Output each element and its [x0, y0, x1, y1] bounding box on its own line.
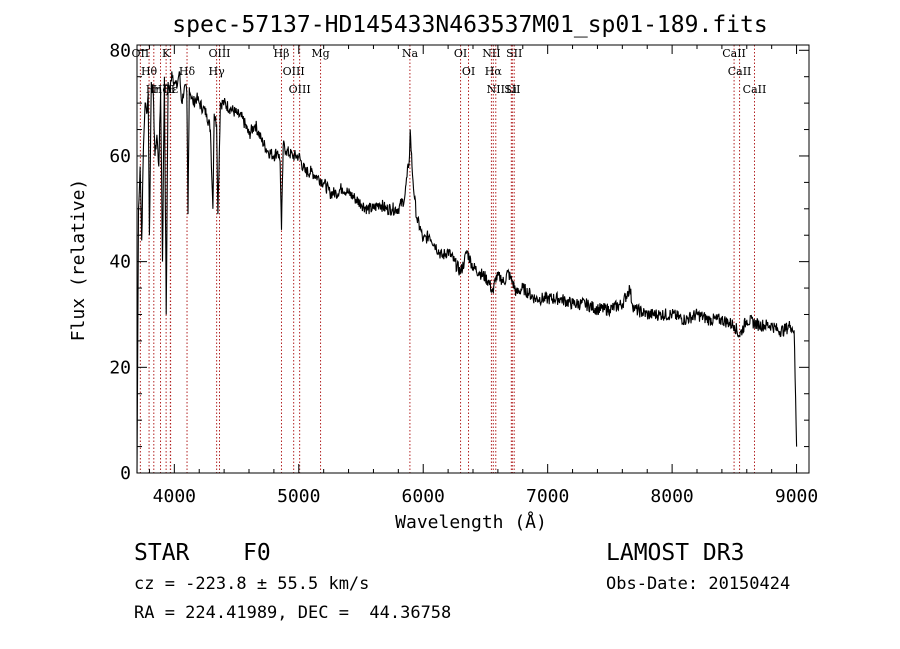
line-label-23: CaII [722, 47, 746, 60]
chart-title: spec-57137-HD145433N463537M01_sp01-189.f… [172, 12, 767, 38]
object-subclass: F0 [243, 540, 271, 566]
line-label-18: Hα [485, 65, 503, 78]
line-label-19: NII [487, 83, 505, 96]
line-label-0: OII [132, 47, 150, 60]
redshift-cz: cz = -223.8 ± 55.5 km/s [134, 574, 370, 594]
survey-name: LAMOST DR3 [606, 540, 745, 566]
y-axis: 0 20 40 60 80 [109, 40, 809, 484]
line-label-24: CaII [728, 65, 752, 78]
line-label-1: Hθ [141, 65, 158, 78]
line-label-13: Mg [311, 47, 329, 60]
line-label-11: OIII [283, 65, 305, 78]
x-axis-label: Wavelength (Å) [395, 511, 547, 533]
x-tick-label-4: 8000 [650, 486, 693, 507]
line-label-2: Hη [146, 83, 162, 96]
x-tick-label-1: 5000 [277, 486, 320, 507]
x-axis: 4000 5000 6000 7000 8000 9000 [148, 45, 818, 507]
line-label-9: Hγ [209, 65, 226, 78]
line-label-22: SII [506, 47, 522, 60]
coordinates: RA = 224.41989, DEC = 44.36758 [134, 603, 452, 623]
y-tick-label-4: 80 [109, 40, 131, 61]
line-label-6: Hε [163, 83, 179, 96]
spectrum-series [136, 71, 798, 474]
line-label-10: Hβ [274, 47, 290, 60]
x-tick-label-2: 6000 [402, 486, 445, 507]
line-label-21: SII [504, 83, 520, 96]
line-label-12: OIII [289, 83, 311, 96]
x-tick-label-0: 4000 [153, 486, 196, 507]
x-tick-label-5: 9000 [775, 486, 818, 507]
spectrum-line [136, 71, 798, 474]
line-label-17: NII [482, 47, 500, 60]
y-axis-label: Flux (relative) [68, 179, 89, 342]
y-tick-label-2: 40 [109, 252, 131, 273]
line-label-8: OIII [208, 47, 230, 60]
object-class: STAR [134, 540, 190, 566]
line-label-14: Na [402, 47, 419, 60]
line-label-4: K [162, 47, 171, 60]
y-tick-label-3: 60 [109, 146, 131, 167]
line-label-20: Li [506, 83, 517, 96]
line-label-16: OI [462, 65, 475, 78]
line-label-7: Hδ [179, 65, 196, 78]
line-label-15: OI [454, 47, 467, 60]
y-tick-label-1: 20 [109, 357, 131, 378]
observation-date: Obs-Date: 20150424 [606, 574, 791, 594]
x-tick-label-3: 7000 [526, 486, 569, 507]
y-tick-label-0: 0 [120, 463, 131, 484]
line-label-25: CaII [743, 83, 767, 96]
